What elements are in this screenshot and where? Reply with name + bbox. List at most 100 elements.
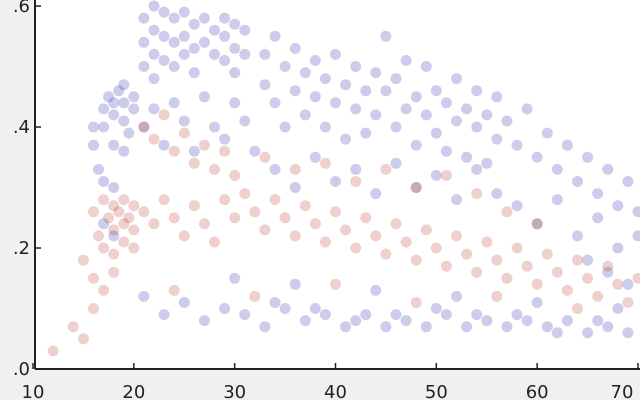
data-point [259,48,271,60]
data-point [178,297,190,308]
data-point [219,145,231,157]
data-point [551,163,563,175]
data-point [168,97,180,109]
data-point [612,303,624,314]
data-point [148,218,160,230]
data-point [400,236,412,248]
x-tick-label: 40 [324,382,347,400]
data-point [440,260,452,272]
data-point [461,103,473,115]
data-point [108,266,120,278]
data-point [330,278,341,290]
data-point [491,91,503,103]
data-point [148,24,160,36]
data-point [541,321,553,333]
data-point [269,30,281,42]
data-point [118,97,130,109]
data-point [118,145,130,157]
data-point [430,85,442,97]
data-point [128,224,140,236]
data-point [521,260,533,272]
data-point [219,194,231,206]
data-point [531,218,543,230]
data-point [168,12,180,24]
data-point [269,163,281,175]
data-point [592,188,604,200]
data-point [551,266,563,278]
data-point [138,36,150,48]
data-point [501,206,513,218]
data-point [108,139,120,151]
data-point [420,321,432,333]
data-point [209,163,220,175]
axis-ticks: 10 20 30 40 50 60 70 .0 .2 .4 .6 [13,0,639,400]
data-point [299,67,311,79]
data-point [128,103,140,115]
data-point [158,109,170,121]
x-tick-label: 70 [611,382,634,400]
data-point [178,48,190,60]
data-point [380,248,392,260]
data-point [461,321,473,333]
data-point [118,236,130,248]
x-tick-label: 60 [526,382,549,400]
data-point [501,272,513,284]
data-point [188,145,200,157]
data-point [108,182,120,193]
data-point [390,218,402,230]
data-point [259,151,271,163]
data-point [410,297,422,308]
data-point [360,85,372,97]
data-point [289,163,301,175]
data-point [269,97,281,109]
data-point [138,206,150,218]
data-point [219,55,231,66]
data-point [420,109,432,121]
data-point [309,151,321,163]
data-point [330,48,341,60]
data-point [511,309,523,321]
data-point [239,309,251,321]
data-point [541,127,553,139]
data-point [138,61,150,72]
plot-background [35,0,640,369]
data-point [123,127,135,139]
data-point [113,85,125,97]
data-point [430,169,442,181]
data-point [632,272,640,284]
data-point [612,242,624,254]
data-point [229,18,241,30]
data-point [350,315,362,327]
data-point [198,218,210,230]
data-point [219,303,231,314]
data-point [380,163,392,175]
data-point [420,61,432,72]
data-point [158,309,170,321]
data-point [612,200,624,212]
data-point [229,212,241,224]
data-point [451,73,462,85]
data-point [289,230,301,242]
data-point [128,242,140,254]
data-point [370,284,382,296]
data-point [299,109,311,121]
data-point [561,139,573,151]
data-point [98,103,110,115]
data-point [259,321,271,333]
data-point [491,133,503,145]
data-point [98,242,110,254]
data-point [531,278,543,290]
data-point [319,73,331,85]
data-point [299,200,311,212]
data-point [471,188,483,200]
data-point [178,127,190,139]
data-point [279,121,291,133]
data-point [168,36,180,48]
data-point [209,121,220,133]
data-point [88,139,99,151]
data-point [471,85,483,97]
data-point [390,157,402,169]
data-point [360,212,372,224]
data-point [158,139,170,151]
data-point [309,55,321,66]
